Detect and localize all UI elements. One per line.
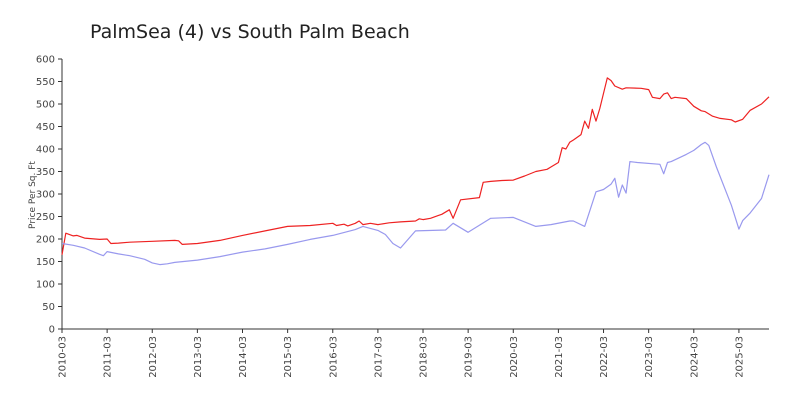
x-tick-label: 2020-03 <box>509 336 520 378</box>
y-tick-label: 550 <box>36 77 55 88</box>
series-line-2 <box>61 141 770 266</box>
y-tick-label: 100 <box>36 280 55 291</box>
y-tick-label: 150 <box>36 257 55 268</box>
x-tick-label: 2022-03 <box>599 336 610 378</box>
y-tick-label: 350 <box>36 167 55 178</box>
x-tick-label: 2013-03 <box>193 336 204 378</box>
x-axis: 2010-03 2011-03 2012-03 2013-03 2014-03 2015-… <box>58 328 769 378</box>
x-tick-label: 2017-03 <box>373 336 384 378</box>
x-tick-label: 2010-03 <box>58 336 69 378</box>
x-tick-label: 2018-03 <box>419 336 430 378</box>
x-tick-label: 2023-03 <box>644 336 655 378</box>
x-tick-label: 2015-03 <box>283 336 294 378</box>
x-tick-label: 2021-03 <box>554 336 565 378</box>
y-axis-label: Price Per Sq. Ft <box>28 161 38 229</box>
y-tick-label: 300 <box>36 190 55 201</box>
y-tick-label: 0 <box>49 325 55 336</box>
series-line-1 <box>61 77 770 255</box>
y-tick-label: 600 <box>36 55 55 66</box>
y-tick-label: 50 <box>42 302 55 313</box>
x-tick-label: 2012-03 <box>148 336 159 378</box>
chart-title: PalmSea (4) vs South Palm Beach <box>90 21 410 43</box>
y-tick-label: 450 <box>36 122 55 133</box>
x-tick-label: 2014-03 <box>238 336 249 378</box>
x-tick-label: 2011-03 <box>103 336 114 378</box>
x-tick-label: 2019-03 <box>464 336 475 378</box>
series-lines <box>61 77 770 266</box>
y-tick-label: 400 <box>36 145 55 156</box>
y-tick-label: 500 <box>36 100 55 111</box>
y-tick-label: 250 <box>36 212 55 223</box>
x-tick-label: 2025-03 <box>734 336 745 378</box>
x-tick-label: 2016-03 <box>328 336 339 378</box>
y-axis: 0 50 100 150 200 250 300 350 400 450 500 550 600 <box>36 55 63 336</box>
x-tick-label: 2024-03 <box>689 336 700 378</box>
y-tick-label: 200 <box>36 235 55 246</box>
